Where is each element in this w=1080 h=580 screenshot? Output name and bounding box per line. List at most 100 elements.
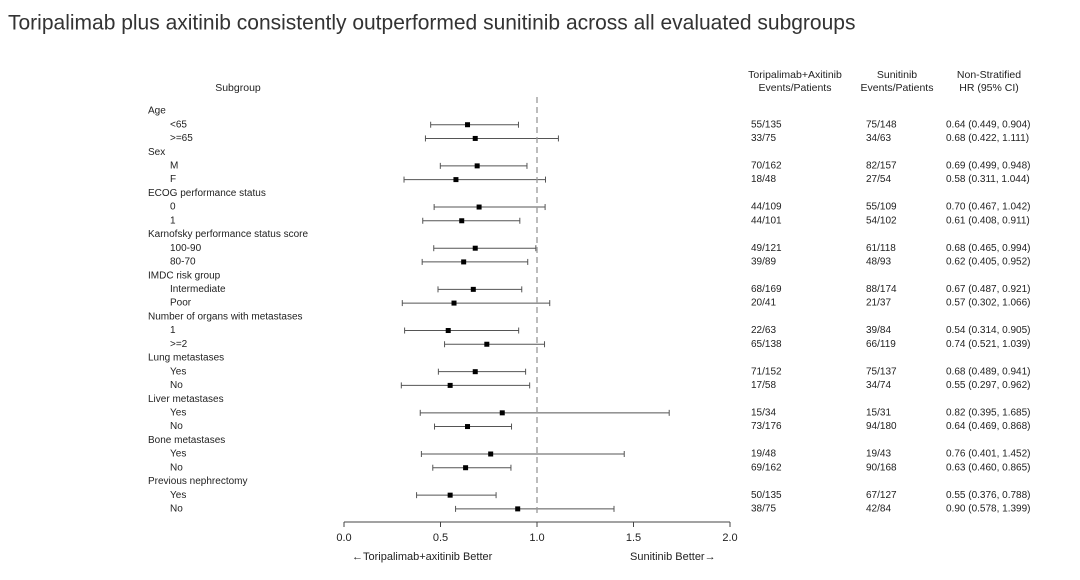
- subgroup-label: Yes: [170, 490, 186, 501]
- hr-text: 0.68 (0.489, 0.941): [946, 366, 1031, 377]
- hr-point: [465, 424, 471, 430]
- subgroup-label: >=2: [170, 339, 188, 350]
- hr-text: 0.55 (0.376, 0.788): [946, 490, 1031, 501]
- group-label: Number of organs with metastases: [148, 311, 303, 322]
- column-header: Non-Stratified: [957, 69, 1021, 81]
- hr-point: [488, 451, 494, 457]
- sun-events: 75/148: [866, 119, 897, 130]
- hr-point: [451, 300, 457, 306]
- sun-events: 42/84: [866, 504, 891, 515]
- sun-events: 27/54: [866, 174, 891, 185]
- tor-events: 71/152: [751, 366, 782, 377]
- tor-events: 44/101: [751, 215, 782, 226]
- subgroup-label: Poor: [170, 298, 192, 309]
- tor-events: 33/75: [751, 133, 776, 144]
- hr-point: [447, 382, 453, 388]
- hr-text: 0.74 (0.521, 1.039): [946, 339, 1031, 350]
- hr-point: [465, 122, 471, 128]
- hr-text: 0.68 (0.465, 0.994): [946, 243, 1031, 254]
- hr-text: 0.61 (0.408, 0.911): [946, 215, 1030, 226]
- hr-text: 0.67 (0.487, 0.921): [946, 284, 1031, 295]
- column-header: Sunitinib: [877, 69, 917, 81]
- hr-point: [499, 410, 505, 416]
- tor-events: 22/63: [751, 325, 776, 336]
- hr-point: [463, 465, 469, 471]
- sun-events: 82/157: [866, 161, 897, 172]
- hr-point: [515, 506, 521, 512]
- sun-events: 66/119: [866, 339, 896, 350]
- hr-point: [484, 341, 490, 347]
- hr-text: 0.57 (0.302, 1.066): [946, 298, 1031, 309]
- group-label: Previous nephrectomy: [148, 476, 248, 487]
- hr-point: [470, 286, 476, 292]
- subgroup-label: <65: [170, 119, 187, 130]
- tor-events: 50/135: [751, 490, 782, 501]
- sun-events: 67/127: [866, 490, 897, 501]
- tor-events: 38/75: [751, 504, 776, 515]
- hr-text: 0.90 (0.578, 1.399): [946, 504, 1031, 515]
- hr-point: [472, 245, 478, 251]
- hr-text: 0.82 (0.395, 1.685): [946, 407, 1031, 418]
- sun-events: 39/84: [866, 325, 891, 336]
- sun-events: 61/118: [866, 243, 896, 254]
- x-tick-label: 1.5: [626, 532, 641, 544]
- hr-text: 0.58 (0.311, 1.044): [946, 174, 1030, 185]
- x-tick-label: 0.5: [433, 532, 448, 544]
- tor-events: 19/48: [751, 449, 776, 460]
- subgroup-label: F: [170, 174, 176, 185]
- group-label: Lung metastases: [148, 353, 224, 364]
- hr-point: [472, 135, 478, 141]
- subgroup-label: No: [170, 504, 183, 515]
- chart-title: Toripalimab plus axitinib consistently o…: [8, 12, 855, 35]
- hr-text: 0.54 (0.314, 0.905): [946, 325, 1031, 336]
- subgroup-label: Intermediate: [170, 284, 226, 295]
- hr-point: [472, 369, 478, 375]
- sun-events: 48/93: [866, 257, 891, 268]
- hr-point: [461, 259, 467, 265]
- subgroup-label: 1: [170, 215, 176, 226]
- sun-events: 55/109: [866, 202, 897, 213]
- hr-text: 0.69 (0.499, 0.948): [946, 161, 1031, 172]
- group-label: Karnofsky performance status score: [148, 229, 309, 240]
- tor-events: 15/34: [751, 407, 776, 418]
- group-label: ECOG performance status: [148, 188, 266, 199]
- sun-events: 34/63: [866, 133, 891, 144]
- sun-events: 21/37: [866, 298, 891, 309]
- group-label: Sex: [148, 147, 165, 158]
- column-header: HR (95% CI): [959, 82, 1019, 94]
- tor-events: 18/48: [751, 174, 776, 185]
- subgroup-label: Yes: [170, 407, 186, 418]
- group-label: Liver metastases: [148, 394, 224, 405]
- subgroup-label: 0: [170, 202, 176, 213]
- tor-events: 17/58: [751, 380, 776, 391]
- sun-events: 75/137: [866, 366, 897, 377]
- sun-events: 34/74: [866, 380, 891, 391]
- x-label-left: ←Toripalimab+axitinib Better: [352, 551, 493, 563]
- hr-text: 0.62 (0.405, 0.952): [946, 257, 1031, 268]
- sun-events: 19/43: [866, 449, 891, 460]
- hr-point: [476, 204, 482, 210]
- hr-text: 0.64 (0.449, 0.904): [946, 119, 1031, 130]
- sun-events: 88/174: [866, 284, 897, 295]
- sun-events: 90/168: [866, 462, 897, 473]
- column-header: Events/Patients: [861, 82, 934, 94]
- hr-point: [445, 328, 451, 334]
- sun-events: 94/180: [866, 421, 897, 432]
- hr-text: 0.64 (0.469, 0.868): [946, 421, 1031, 432]
- hr-point: [453, 177, 459, 183]
- tor-events: 70/162: [751, 161, 782, 172]
- subgroup-label: >=65: [170, 133, 193, 144]
- subgroup-label: 80-70: [170, 257, 196, 268]
- subgroup-label: Yes: [170, 366, 186, 377]
- subgroup-label: No: [170, 421, 183, 432]
- tor-events: 44/109: [751, 202, 782, 213]
- hr-text: 0.68 (0.422, 1.111): [946, 133, 1029, 144]
- subgroup-label: 1: [170, 325, 176, 336]
- subgroup-label: No: [170, 462, 183, 473]
- hr-point: [447, 492, 453, 498]
- x-label-right: Sunitinib Better→: [630, 551, 716, 563]
- hr-point: [474, 163, 480, 169]
- tor-events: 68/169: [751, 284, 782, 295]
